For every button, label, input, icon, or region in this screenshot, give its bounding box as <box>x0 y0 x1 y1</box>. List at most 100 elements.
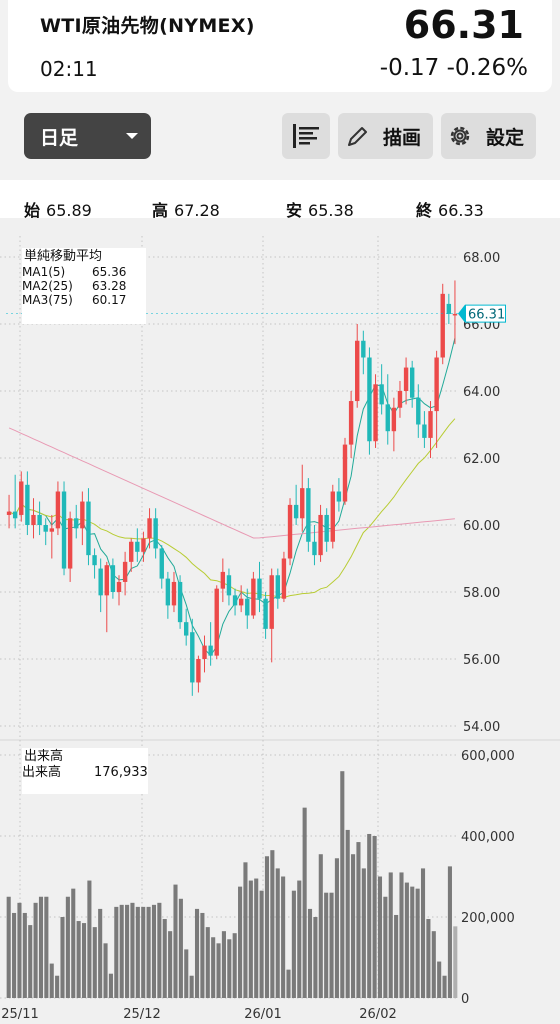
volume-bar <box>372 836 377 998</box>
volume-bar <box>351 854 356 998</box>
candle <box>190 618 195 696</box>
candle-body <box>80 501 85 529</box>
candle <box>202 635 207 673</box>
candle-body <box>135 541 140 552</box>
ohlc-close: 終 66.33 <box>416 201 484 220</box>
volume-bar <box>189 975 194 998</box>
draw-label: 描画 <box>382 127 421 149</box>
candle <box>214 585 219 659</box>
volume-bar <box>281 876 286 998</box>
volume-bar <box>227 939 232 998</box>
candle-body <box>141 538 146 552</box>
candle-body <box>336 491 342 502</box>
candle <box>129 538 134 572</box>
candle-body <box>293 504 299 519</box>
volume-bar <box>87 880 92 998</box>
candle <box>104 561 109 633</box>
candle <box>348 391 354 458</box>
price-chart[interactable]: 68.0066.0064.0062.0060.0058.0056.0054.00… <box>0 218 560 1024</box>
quote-time: 02:11 <box>40 57 98 81</box>
volume-bar <box>259 890 264 998</box>
candle-body <box>208 645 213 656</box>
candle-body <box>226 575 232 596</box>
volume-tick-label: 400,000 <box>461 830 515 845</box>
volume-bar <box>442 975 447 998</box>
chart-area[interactable]: 68.00 66.00 64.00 62.00 60.00 58.00 56.00 54.00… <box>0 218 560 1024</box>
candle-body <box>171 581 177 606</box>
volume-bar <box>388 872 393 998</box>
candle <box>86 488 91 566</box>
volume-bar <box>205 927 210 998</box>
draw-button[interactable]: 描画 <box>338 113 433 159</box>
volume-bar <box>55 975 60 998</box>
candle-body <box>214 588 219 656</box>
candle-body <box>251 578 256 616</box>
candle <box>422 411 427 448</box>
volume-bar <box>168 931 173 998</box>
ma3-legend: MA3(75) 60.17 <box>22 293 127 307</box>
candle-body <box>43 525 48 532</box>
candle-body <box>110 565 116 592</box>
volume-tick-label: 0 <box>461 992 469 1007</box>
candle <box>171 571 177 613</box>
volume-bar <box>135 906 140 998</box>
volume-bar <box>130 902 135 998</box>
candle <box>281 551 287 603</box>
date-tick-label: 25/12 <box>123 1007 160 1022</box>
volume-bar <box>367 833 372 998</box>
candle <box>355 324 360 408</box>
candle <box>293 484 299 525</box>
candle-body <box>67 518 73 569</box>
candle <box>318 504 323 562</box>
volume-bar <box>318 854 323 998</box>
candle-body <box>245 598 250 616</box>
candle-body <box>49 528 55 532</box>
volume-bar <box>146 906 151 998</box>
volume-bar <box>243 862 248 998</box>
candle <box>324 508 329 552</box>
ohlc-low: 安 65.38 <box>286 201 354 220</box>
period-select[interactable]: 日足 <box>24 113 151 159</box>
candle <box>122 551 128 596</box>
candle <box>263 592 268 639</box>
volume-bar <box>377 876 383 998</box>
candle <box>6 494 12 529</box>
candle-body <box>312 541 317 556</box>
candle <box>74 504 79 539</box>
indicator-list-button[interactable] <box>282 113 330 159</box>
candle-body <box>440 293 445 358</box>
volume-bar <box>340 771 345 998</box>
candle <box>275 568 281 609</box>
candle <box>391 397 397 452</box>
candle-body <box>306 488 311 542</box>
candle-body <box>153 518 158 549</box>
ma-legend: 単純移動平均 MA1(5) 65.36 MA2(25) 63.28 MA3(75) 6… <box>22 248 146 324</box>
candle-body <box>129 541 134 562</box>
candle <box>440 283 445 365</box>
price-tick-label: 64.00 <box>463 385 500 400</box>
candle <box>165 571 171 619</box>
volume-tick-label: 200,000 <box>461 911 515 926</box>
candle-body <box>147 518 152 539</box>
volume-bar <box>426 919 431 998</box>
candle-body <box>403 367 409 391</box>
candle-body <box>183 622 189 636</box>
ma-legend-title: 単純移動平均 <box>24 249 103 264</box>
settings-button[interactable]: 設定 <box>441 113 536 159</box>
volume-bar <box>361 868 366 998</box>
candle-body <box>330 491 335 542</box>
price-tick-label: 54.00 <box>463 720 500 735</box>
candle-body <box>367 357 372 442</box>
volume-bar <box>238 886 243 998</box>
volume-legend-row: 出来高 176,933 <box>22 765 148 780</box>
volume-bar <box>313 917 318 998</box>
candle-body <box>6 511 12 515</box>
volume-bar <box>399 872 404 998</box>
candle-body <box>196 659 201 683</box>
candle <box>287 498 293 566</box>
bars-icon <box>293 124 319 148</box>
volume-bar <box>307 908 313 998</box>
volume-bar <box>324 892 329 998</box>
price-tick-label: 68.00 <box>463 251 500 266</box>
candle-body <box>12 511 18 519</box>
